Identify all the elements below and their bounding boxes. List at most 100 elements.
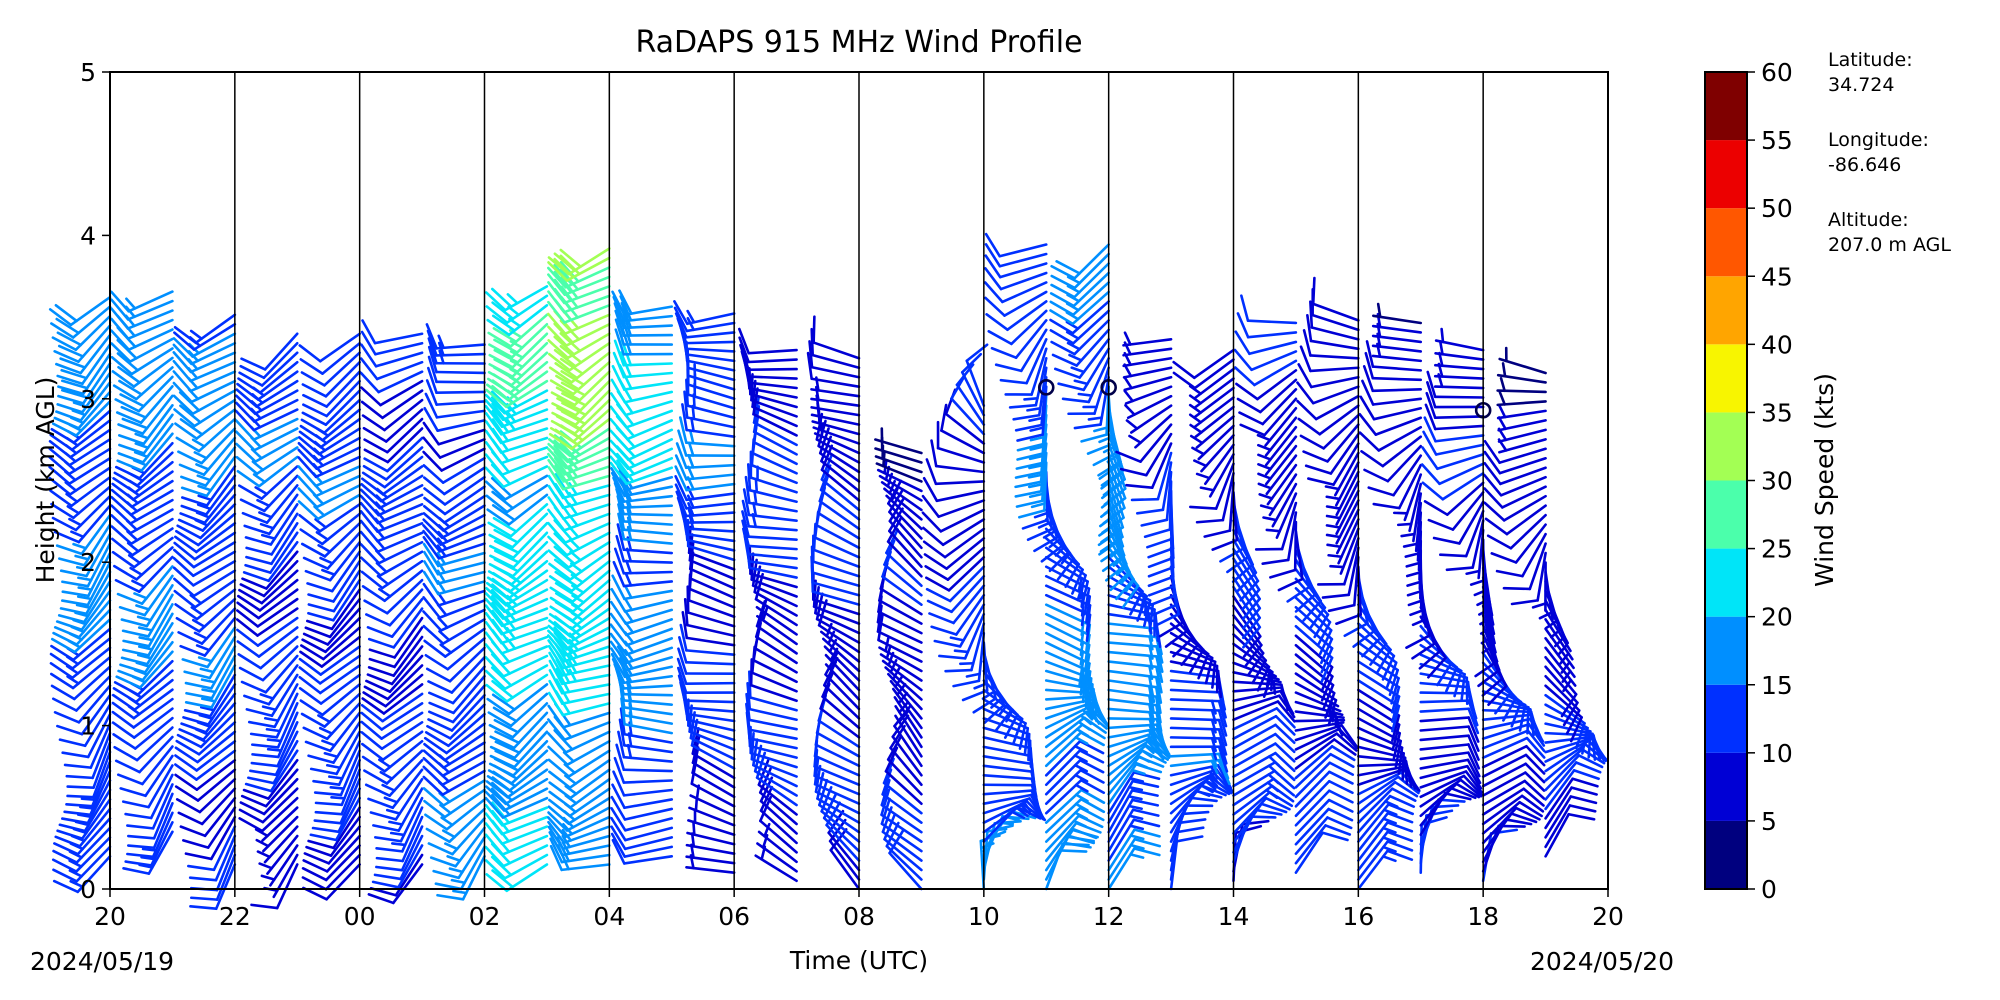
wind-barb [304,711,361,753]
wind-barb [1130,451,1173,502]
wind-barb [922,527,986,559]
wind-barb [1426,370,1485,399]
wind-barb [238,796,299,833]
wind-barb [1544,637,1576,683]
wind-barb [58,703,112,748]
wind-barb [311,787,361,834]
wind-barb [818,475,861,531]
wind-barb [422,421,486,446]
wind-barb [245,522,299,566]
wind-barb [1189,415,1235,449]
colorbar: 0 5 10 15 20 25 30 35 40 45 50 55 60 [1705,58,1793,904]
wind-barb [1240,294,1298,325]
wind-barb [738,327,798,355]
wind-barb [1434,340,1485,361]
wind-barb [117,422,174,464]
wind-barb [1051,328,1110,367]
wind-barb [424,637,486,671]
wind-barb [422,596,486,619]
wind-barb [177,607,237,645]
wind-barb [425,323,486,350]
wind-barb [423,475,486,506]
wind-barb [1119,432,1173,477]
wind-barb [53,324,112,364]
x-tick-label: 00 [344,902,376,931]
wind-barb [488,322,549,359]
wind-barb [813,757,861,806]
wind-barb [752,405,798,456]
wind-barb [1481,744,1546,769]
wind-barb [749,658,798,703]
wind-barb [677,429,736,457]
wind-barb [174,768,237,802]
wind-barb [1107,679,1162,715]
wind-barb [1294,816,1353,856]
wind-barb [1294,779,1354,818]
wind-barb [51,836,112,873]
wind-barb [1232,732,1296,759]
wind-barb [1294,831,1349,874]
wind-barb [923,537,986,570]
wind-barb [1481,806,1541,845]
wind-barb [115,385,174,425]
wind-barb [1232,802,1288,845]
wind-barb [313,777,361,825]
wind-barb [1107,798,1160,843]
wind-barb [1317,537,1360,586]
wind-barb [547,450,611,476]
wind-barb [1325,470,1360,517]
wind-barb [681,610,736,647]
wind-barb [422,608,486,632]
wind-barb [548,351,611,384]
wind-barb [180,446,237,487]
wind-barb [1199,453,1235,498]
wind-barb [1357,669,1401,723]
wind-barb [1189,405,1235,438]
wind-barb [739,343,798,372]
wind-barb [1357,660,1401,714]
wind-barb [360,559,424,590]
wind-barb [249,730,299,777]
wind-barb [300,522,361,558]
wind-barb [427,655,486,694]
colorbar-tick-label: 0 [1761,875,1777,904]
colorbar-tick-label: 20 [1761,603,1793,632]
wind-barb [930,593,986,636]
wind-barb [312,739,361,786]
wind-barb [487,692,549,728]
wind-barb [363,427,424,464]
wind-barb [1360,435,1423,468]
wind-barb [1259,473,1298,517]
wind-barb [1419,716,1480,743]
wind-barb [174,408,237,440]
wind-barb [175,512,237,547]
wind-barb [422,618,486,645]
wind-barb [615,743,674,773]
wind-barb [53,684,112,724]
wind-barb [686,518,736,562]
wind-barb [677,674,736,704]
wind-barb [551,389,611,427]
wind-barb [1296,381,1360,405]
wind-barb [1294,761,1355,799]
wind-barb [110,347,174,376]
wind-barb [241,484,299,525]
colorbar-tick-label: 25 [1761,535,1793,564]
wind-barb [1232,796,1291,835]
wind-barb [1299,413,1360,450]
wind-barb [366,597,424,638]
wind-barb [1232,614,1265,676]
wind-barb [174,588,237,621]
wind-barb [1294,798,1354,837]
wind-barb [1257,435,1298,476]
wind-barb [299,683,361,717]
colorbar-tick-label: 60 [1761,58,1793,87]
wind-barb [1107,847,1161,891]
colorbar-segment [1705,820,1747,889]
wind-barb [990,319,1048,360]
wind-barb [1371,302,1423,325]
wind-barb [926,574,986,614]
wind-barb [1188,386,1235,419]
colorbar-tick-label: 35 [1761,398,1793,427]
wind-barb [307,806,361,850]
